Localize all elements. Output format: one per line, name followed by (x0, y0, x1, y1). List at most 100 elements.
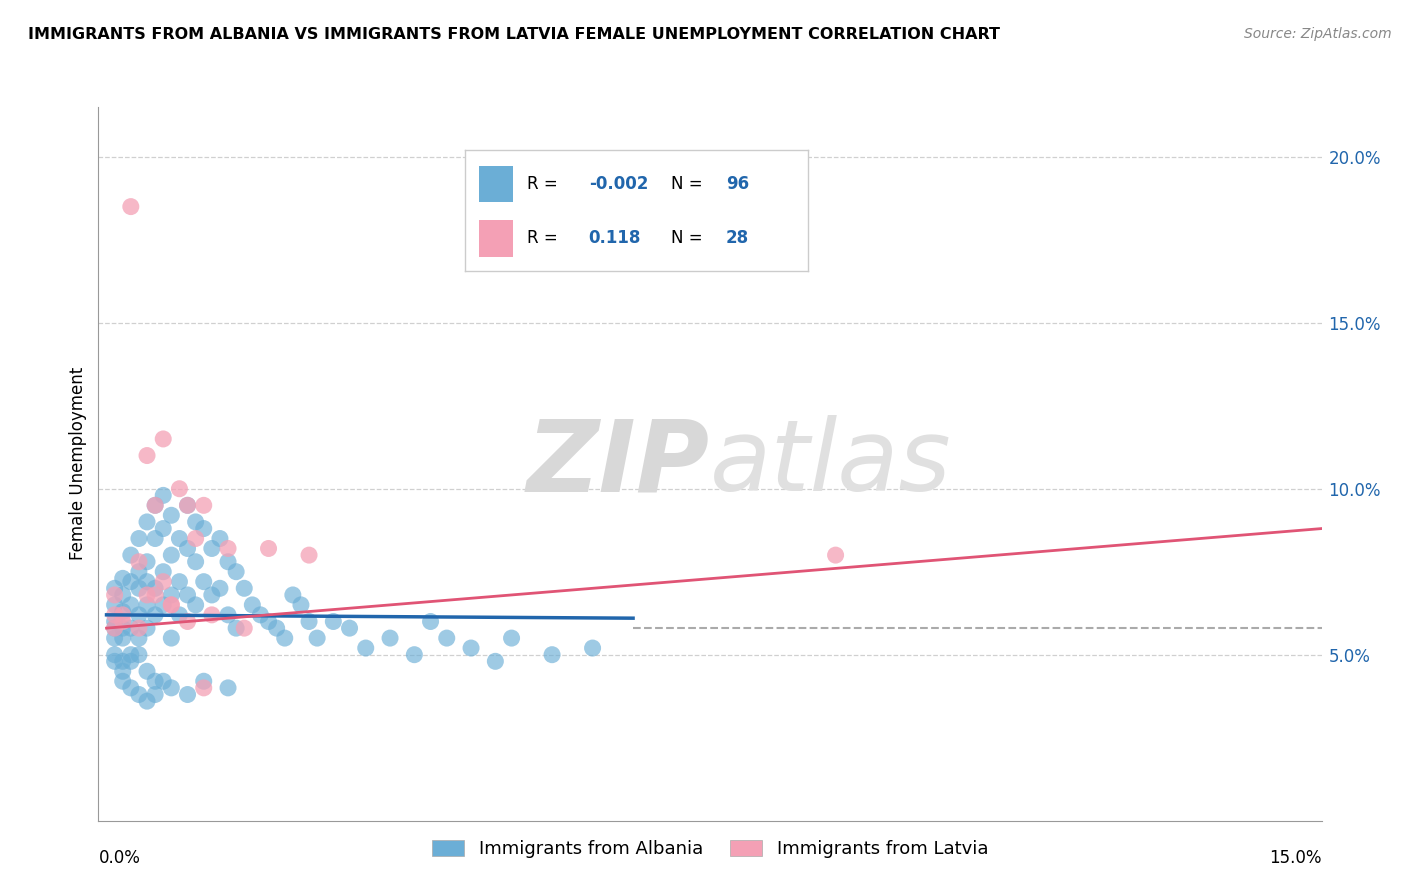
Point (217, 681, 239, 695)
Point (120, 598, 142, 612)
Point (201, 541, 224, 556)
Point (160, 681, 183, 695)
Text: 15.0%: 15.0% (1270, 849, 1322, 867)
Point (104, 654, 127, 668)
Point (143, 499, 166, 513)
Point (176, 499, 198, 513)
Point (136, 588, 159, 602)
Point (128, 582, 150, 596)
Point (104, 631, 127, 645)
Point (136, 665, 159, 679)
Point (217, 607, 239, 622)
Point (136, 574, 159, 589)
Point (143, 674, 166, 689)
Point (169, 607, 191, 622)
Point (152, 432, 174, 446)
Point (152, 488, 174, 502)
Point (169, 482, 191, 496)
Point (240, 598, 263, 612)
Point (120, 648, 142, 662)
Text: atlas: atlas (710, 416, 952, 512)
Point (298, 615, 321, 629)
Point (120, 654, 142, 668)
Point (176, 541, 198, 556)
Point (136, 694, 159, 708)
Point (193, 681, 215, 695)
Point (136, 555, 159, 569)
Text: ZIP: ZIP (527, 416, 710, 512)
Point (266, 621, 288, 635)
Point (111, 607, 134, 622)
Point (111, 615, 134, 629)
Point (274, 631, 297, 645)
Text: Source: ZipAtlas.com: Source: ZipAtlas.com (1244, 27, 1392, 41)
Point (152, 522, 174, 536)
Point (136, 621, 159, 635)
Text: IMMIGRANTS FROM ALBANIA VS IMMIGRANTS FROM LATVIA FEMALE UNEMPLOYMENT CORRELATIO: IMMIGRANTS FROM ALBANIA VS IMMIGRANTS FR… (28, 27, 1000, 42)
Point (201, 607, 224, 622)
Point (111, 674, 134, 689)
Point (298, 548, 321, 562)
Point (120, 574, 142, 589)
Point (111, 621, 134, 635)
Point (339, 621, 361, 635)
Point (184, 532, 207, 546)
Point (128, 631, 150, 645)
Point (160, 588, 183, 602)
Point (143, 532, 166, 546)
Point (169, 574, 191, 589)
Point (104, 615, 127, 629)
Point (128, 621, 150, 635)
Point (120, 548, 142, 562)
Point (143, 582, 166, 596)
Point (824, 548, 846, 562)
Point (104, 621, 127, 635)
Point (184, 555, 207, 569)
Point (208, 532, 231, 546)
Point (111, 588, 134, 602)
Point (128, 532, 150, 546)
Point (128, 688, 150, 702)
Point (233, 621, 256, 635)
Point (176, 615, 198, 629)
Point (111, 654, 134, 668)
Point (143, 588, 166, 602)
Point (193, 499, 215, 513)
Point (152, 598, 174, 612)
Point (111, 665, 134, 679)
Point (104, 582, 127, 596)
Legend: Immigrants from Albania, Immigrants from Latvia: Immigrants from Albania, Immigrants from… (425, 832, 995, 865)
Point (501, 631, 523, 645)
Point (257, 541, 280, 556)
Point (176, 688, 198, 702)
Point (160, 508, 183, 523)
Point (290, 598, 312, 612)
Point (152, 565, 174, 579)
Point (233, 582, 256, 596)
Point (217, 555, 239, 569)
Point (160, 598, 183, 612)
Point (169, 532, 191, 546)
Point (217, 541, 239, 556)
Point (281, 588, 304, 602)
Point (136, 515, 159, 529)
Point (225, 565, 247, 579)
Point (111, 631, 134, 645)
Point (436, 631, 458, 645)
Point (128, 648, 150, 662)
Point (176, 588, 198, 602)
Point (225, 621, 247, 635)
Point (404, 648, 426, 662)
Point (152, 574, 174, 589)
Point (104, 598, 127, 612)
Point (128, 565, 150, 579)
Point (208, 582, 231, 596)
Point (143, 499, 166, 513)
Point (249, 607, 271, 622)
Point (460, 641, 482, 656)
Point (136, 598, 159, 612)
Point (104, 648, 127, 662)
Point (104, 588, 127, 602)
Point (354, 641, 377, 656)
Point (111, 571, 134, 585)
